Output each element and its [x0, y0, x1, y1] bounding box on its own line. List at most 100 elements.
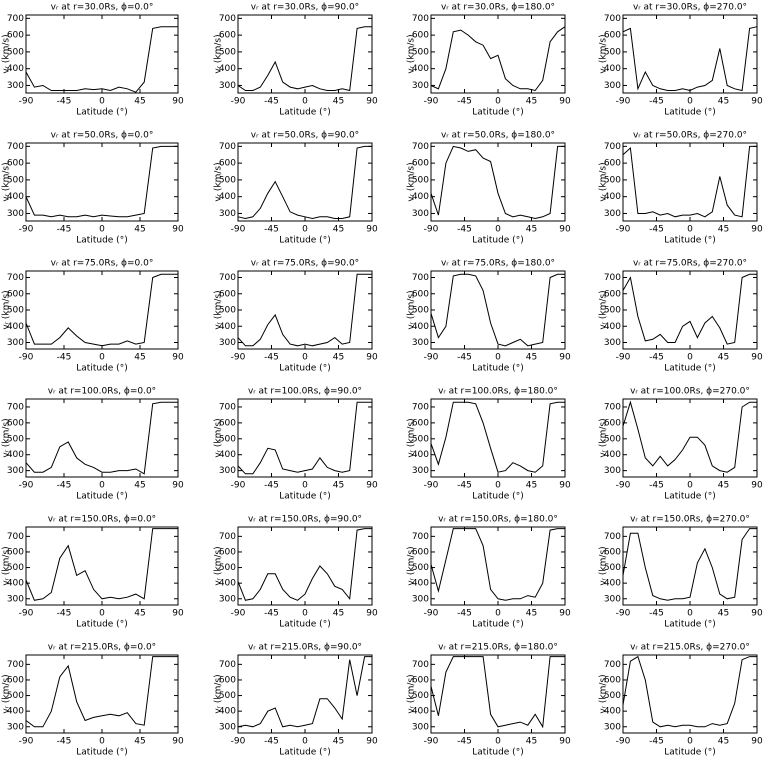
y-axis-label: vᵣ (km/s): [214, 674, 224, 713]
x-tick-label: 90: [751, 609, 763, 619]
x-tick-label: 90: [559, 609, 571, 619]
x-tick-label: -45: [649, 737, 664, 747]
y-tick-label: 700: [219, 402, 236, 412]
x-tick-label: 0: [687, 609, 693, 619]
x-tick-label: 45: [526, 225, 537, 235]
y-tick-label: 300: [219, 594, 236, 604]
y-tick-label: 600: [7, 675, 24, 685]
data-line: [622, 400, 757, 473]
plot-frame: [430, 270, 566, 350]
x-tick-label: 90: [559, 97, 571, 107]
y-tick-label: 500: [7, 691, 24, 701]
y-tick-label: 500: [7, 306, 24, 316]
y-tick-label: 300: [604, 594, 621, 604]
x-tick-label: 90: [172, 609, 184, 619]
y-axis-label: vᵣ (km/s): [2, 34, 12, 73]
x-tick-label: 45: [718, 353, 729, 363]
x-tick-label: 45: [718, 609, 729, 619]
panel-title: vᵣ at r=30.0Rs, ϕ=90.0°: [251, 3, 359, 13]
x-tick-label: -90: [424, 97, 439, 107]
y-tick-label: 400: [412, 64, 429, 74]
x-tick-label: 90: [366, 481, 378, 491]
x-tick-label: 90: [172, 353, 184, 363]
y-tick-label: 400: [604, 322, 621, 332]
x-tick-label: -45: [264, 353, 279, 363]
y-tick-label: 300: [412, 209, 429, 219]
x-tick-label: 45: [526, 609, 537, 619]
x-tick-label: 0: [687, 481, 693, 491]
y-tick-label: 700: [412, 273, 429, 283]
y-tick-label: 700: [7, 14, 24, 24]
x-tick-label: 0: [99, 609, 105, 619]
plot-frame: [237, 654, 373, 734]
y-tick-label: 400: [412, 707, 429, 717]
y-tick-label: 600: [412, 159, 429, 169]
x-tick-label: -45: [457, 225, 472, 235]
x-tick-label: 90: [172, 97, 184, 107]
y-tick-label: 700: [412, 142, 429, 152]
y-tick-label: 600: [219, 159, 236, 169]
x-tick-label: 0: [495, 353, 501, 363]
x-axis-label: Latitude (°): [472, 492, 523, 502]
y-tick-label: 300: [7, 594, 24, 604]
y-tick-label: 700: [604, 532, 621, 542]
data-line: [622, 273, 757, 345]
x-axis-label: Latitude (°): [279, 748, 330, 758]
x-axis-label: Latitude (°): [76, 236, 127, 246]
y-axis-label: vᵣ (km/s): [2, 290, 12, 329]
y-tick-label: 500: [219, 306, 236, 316]
data-line: [622, 528, 757, 601]
x-axis-label: Latitude (°): [279, 108, 330, 118]
data-line: [237, 401, 372, 475]
y-tick-label: 500: [219, 691, 236, 701]
data-line: [237, 273, 372, 347]
y-tick-label: 300: [412, 338, 429, 348]
y-tick-label: 500: [219, 434, 236, 444]
y-tick-label: 700: [604, 660, 621, 670]
x-axis-label: Latitude (°): [664, 620, 715, 630]
x-tick-label: 90: [751, 481, 763, 491]
data-line: [622, 26, 758, 92]
x-axis-label: Latitude (°): [279, 620, 330, 630]
x-tick-label: 90: [559, 353, 571, 363]
y-axis-label: vᵣ (km/s): [599, 674, 609, 713]
x-tick-label: 45: [134, 609, 145, 619]
y-tick-label: 600: [219, 289, 236, 299]
plot-frame: [25, 142, 179, 222]
x-tick-label: 45: [718, 481, 729, 491]
x-tick-label: -90: [19, 481, 34, 491]
data-line: [25, 145, 178, 218]
y-tick-label: 600: [412, 675, 429, 685]
y-tick-label: 600: [219, 547, 236, 557]
data-line: [430, 145, 565, 220]
x-tick-label: 45: [333, 353, 344, 363]
panel-title: vᵣ at r=100.0Rs, ϕ=180.0°: [438, 387, 558, 397]
y-tick-label: 500: [412, 563, 429, 573]
x-tick-label: -45: [649, 481, 664, 491]
x-tick-label: 0: [495, 97, 501, 107]
plot-frame: [430, 14, 566, 94]
x-tick-label: 45: [333, 97, 344, 107]
x-tick-label: -45: [457, 737, 472, 747]
y-axis-label: vᵣ (km/s): [2, 546, 12, 585]
x-tick-label: -45: [457, 97, 472, 107]
data-line: [237, 656, 372, 728]
y-axis-label: vᵣ (km/s): [407, 162, 417, 201]
y-axis-label: vᵣ (km/s): [214, 34, 224, 73]
x-tick-label: 45: [134, 97, 145, 107]
x-tick-label: 0: [99, 225, 105, 235]
x-tick-label: 45: [333, 737, 344, 747]
x-axis-label: Latitude (°): [76, 364, 127, 374]
y-tick-label: 400: [604, 64, 621, 74]
x-tick-label: 0: [302, 481, 308, 491]
x-tick-label: 90: [559, 225, 571, 235]
y-tick-label: 600: [7, 289, 24, 299]
x-tick-label: -90: [616, 609, 631, 619]
y-tick-label: 400: [219, 192, 236, 202]
x-tick-label: 90: [366, 97, 378, 107]
x-tick-label: 90: [366, 609, 378, 619]
y-tick-label: 300: [604, 466, 621, 476]
x-tick-label: 0: [495, 737, 501, 747]
y-tick-label: 500: [412, 47, 429, 57]
x-tick-label: 0: [495, 609, 501, 619]
